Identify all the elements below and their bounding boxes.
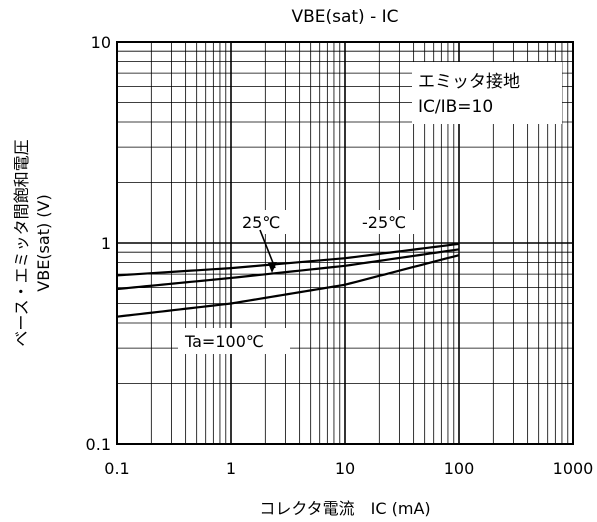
series-label-minus25c: -25℃	[356, 210, 422, 234]
series-label-25c-bg	[236, 210, 298, 234]
x-tick-label: 100	[444, 459, 475, 478]
annotation-line2: IC/IB=10	[418, 97, 493, 117]
x-tick-label: 10	[335, 459, 355, 478]
series-label-minus25c-bg	[356, 210, 422, 234]
y-tick-label: 0.1	[86, 435, 111, 454]
series-label-100c-text: Ta=100℃	[184, 332, 264, 351]
series-label-25c-text: 25℃	[242, 213, 280, 232]
x-tick-label: 1	[226, 459, 236, 478]
plot-frame	[116, 41, 574, 445]
series-line-0	[116, 242, 460, 277]
y-axis-label-line2: VBE(sat) (V)	[34, 194, 53, 291]
y-tick-label: 10	[91, 33, 111, 52]
chart-title: VBE(sat) - IC	[291, 7, 398, 27]
x-tick-label: 1000	[553, 459, 594, 478]
series-layer	[116, 242, 460, 318]
series-label-25c-arrowhead	[268, 262, 277, 273]
series-label-100c: Ta=100℃	[178, 328, 290, 354]
x-tick-label: 0.1	[104, 459, 129, 478]
annotation-box: エミッタ接地 IC/IB=10	[412, 62, 562, 124]
series-line-1	[116, 248, 460, 291]
tick-labels: 0.1 1 10 100 1000 0.1 1 10	[86, 33, 594, 478]
y-tick-label: 1	[101, 234, 111, 253]
annotation-line1: エミッタ接地	[418, 72, 520, 92]
annotation-box-bg	[412, 62, 562, 124]
series-label-100c-bg	[178, 328, 290, 354]
y-axis-label-line1: ベース・エミッタ間飽和電圧	[12, 139, 31, 346]
x-axis-label: コレクタ電流 IC (mA)	[259, 499, 430, 518]
series-label-25c: 25℃	[236, 210, 298, 234]
series-label-minus25c-text: -25℃	[362, 213, 406, 232]
series-label-25c-leader	[259, 229, 276, 269]
series-line-2	[116, 254, 460, 318]
